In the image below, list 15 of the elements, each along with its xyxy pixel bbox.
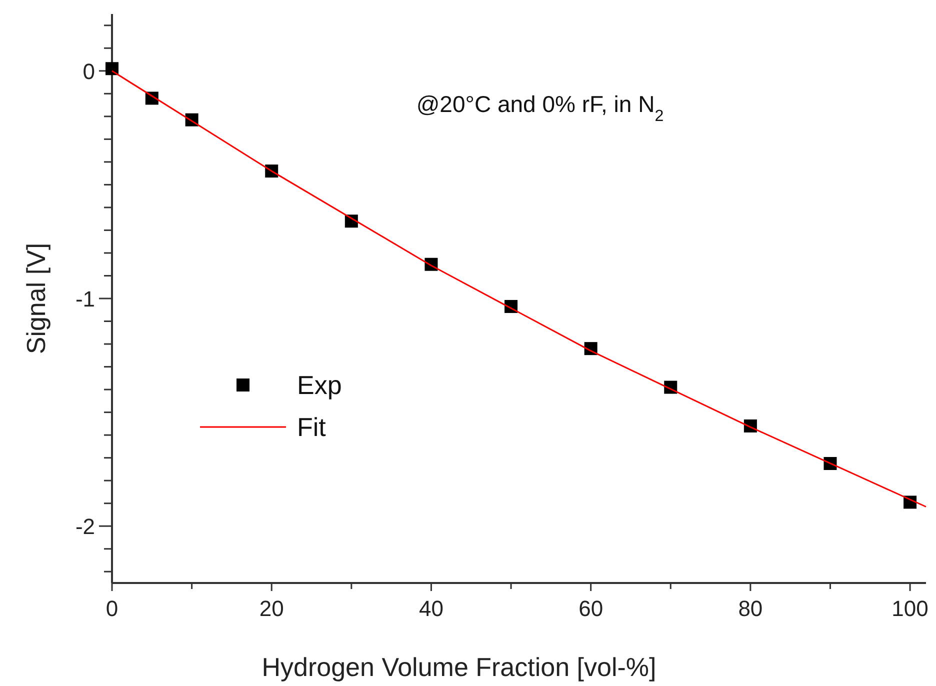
x-tick-label: 100: [892, 596, 928, 621]
x-tick-label: 20: [259, 596, 284, 621]
y-tick-label: -1: [75, 286, 95, 312]
x-tick-label: 0: [106, 596, 118, 621]
y-axis-title: Signal [V]: [21, 242, 51, 354]
legend-label: Exp: [297, 370, 342, 400]
x-tick-label: 40: [418, 596, 444, 621]
x-tick-label: 80: [738, 596, 763, 621]
legend-label: Fit: [297, 412, 327, 442]
point: [106, 62, 118, 76]
y-tick-label: -2: [75, 514, 95, 540]
y-tick-label: 0: [82, 58, 95, 84]
x-axis-title: Hydrogen Volume Fraction [vol-%]: [262, 652, 656, 682]
annotation: @20°C and 0% rF, in N$_{2}$: [416, 91, 664, 125]
x-tick-label: 60: [578, 596, 604, 621]
